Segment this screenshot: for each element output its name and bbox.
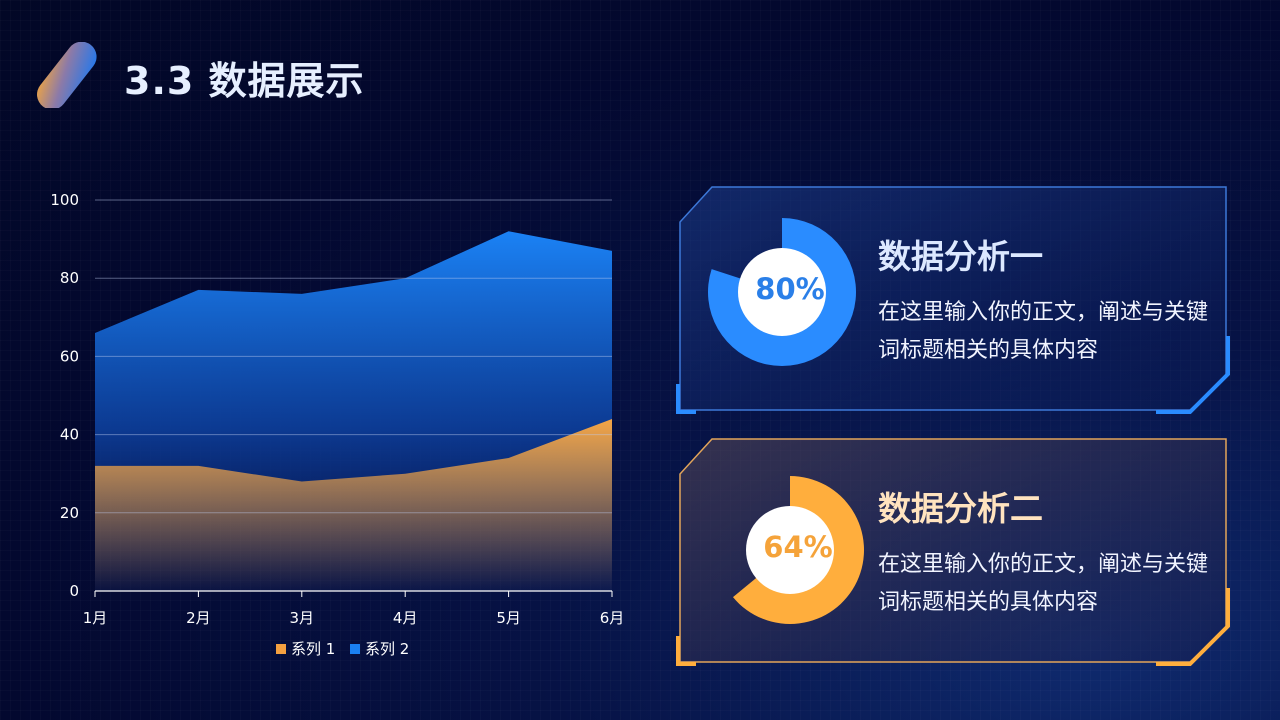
x-tick-label: 4月 (393, 609, 418, 627)
donut-center (738, 248, 826, 336)
logo-icon (37, 42, 97, 108)
y-tick-label: 0 (69, 582, 79, 600)
card-title-1: 数据分析一 (878, 237, 1043, 276)
x-tick-label: 2月 (186, 609, 211, 627)
y-tick-label: 100 (50, 191, 79, 209)
x-tick-label: 5月 (496, 609, 521, 627)
series-1-area (95, 418, 612, 591)
x-tick-label: 3月 (290, 609, 315, 627)
legend-label-series-2: 系列 2 (365, 640, 409, 658)
percent-label-1: 80% (755, 272, 825, 306)
analysis-card-2: 64% 数据分析二 在这里输入你的正文，阐述与关键词标题相关的具体内容 (676, 438, 1230, 666)
x-tick-label: 1月 (83, 609, 108, 627)
legend-swatch-series-1 (276, 644, 286, 654)
percent-label-2: 64% (763, 530, 833, 564)
donut-chart-2 (732, 476, 864, 624)
card-title-2: 数据分析二 (878, 489, 1043, 528)
legend-label-series-1: 系列 1 (291, 640, 335, 658)
y-tick-label: 20 (60, 504, 79, 522)
donut-center (746, 506, 834, 594)
card-text-2: 在这里输入你的正文，阐述与关键词标题相关的具体内容 (878, 552, 1209, 615)
card-text-1: 在这里输入你的正文，阐述与关键词标题相关的具体内容 (878, 300, 1209, 363)
y-tick-label: 60 (60, 347, 79, 365)
y-tick-label: 40 (60, 426, 79, 444)
x-tick-label: 6月 (600, 609, 625, 627)
page-title: 3.3 数据展示 (124, 59, 365, 103)
legend-swatch-series-2 (350, 644, 360, 654)
analysis-card-1: 80% 数据分析一 在这里输入你的正文，阐述与关键词标题相关的具体内容 (676, 186, 1230, 414)
y-tick-label: 80 (60, 269, 79, 287)
donut-chart-1 (708, 218, 856, 366)
